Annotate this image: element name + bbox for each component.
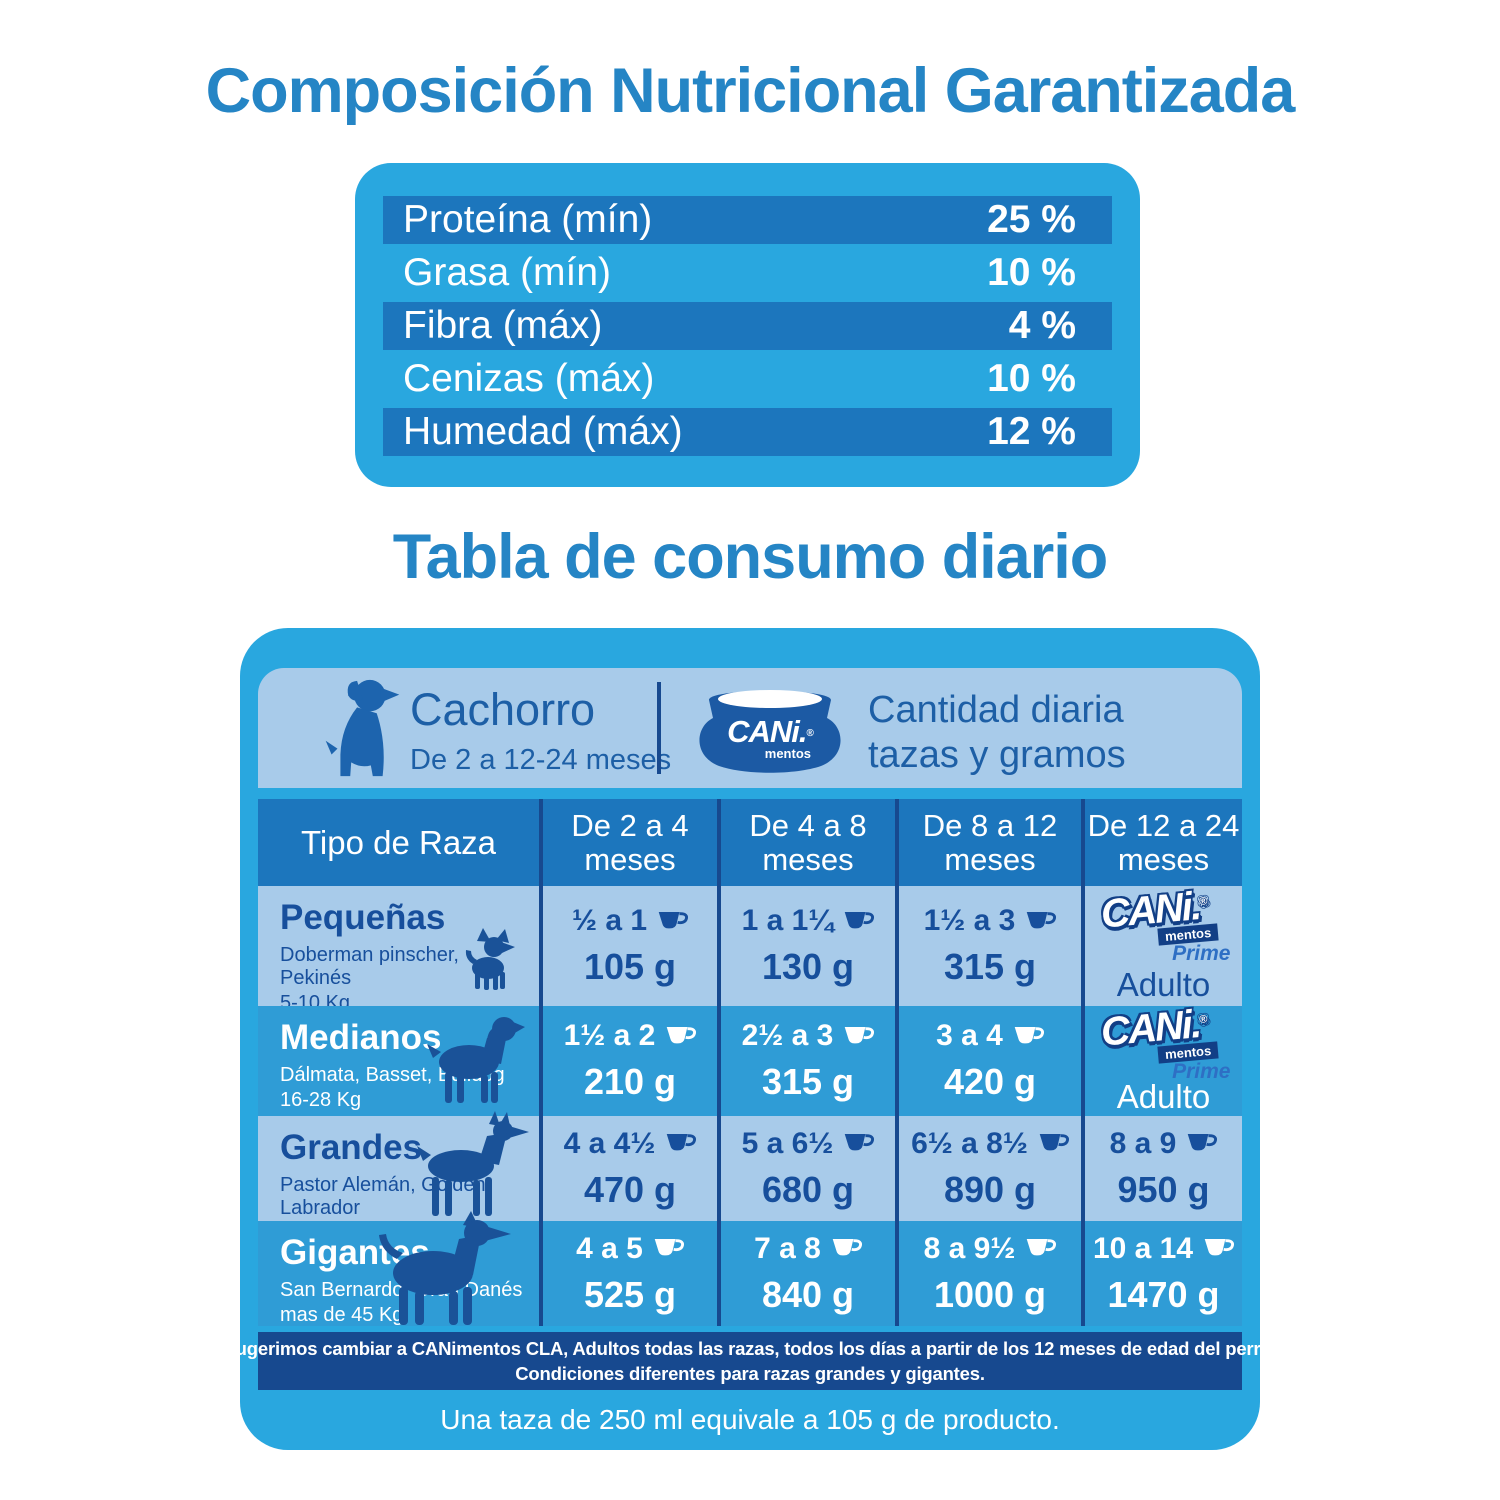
stage-block: Cachorro De 2 a 12-24 meses	[410, 684, 671, 777]
quantity-line2: tazas y gramos	[868, 734, 1126, 776]
nutrition-row: Fibra (máx) 4 %	[383, 302, 1112, 350]
puppy-icon	[325, 679, 400, 777]
table-header-strip: Cachorro De 2 a 12-24 meses CANi.® mento…	[258, 668, 1242, 788]
nutrition-row: Cenizas (máx) 10 %	[383, 355, 1112, 403]
serving-cell: 7 a 8 840 g	[721, 1221, 895, 1326]
nutrient-label: Grasa (mín)	[403, 251, 612, 294]
quantity-line1: Cantidad diaria	[868, 689, 1124, 731]
breed-cell-pequenas: Pequeñas Doberman pinscher, Pekinés 5-10…	[258, 886, 539, 1014]
nutrient-label: Humedad (máx)	[403, 410, 683, 453]
serving-cell: 2½ a 3 315 g	[721, 1006, 895, 1116]
consumption-title: Tabla de consumo diario	[392, 522, 1108, 592]
dog-giant-icon	[379, 1211, 511, 1325]
dog-small-icon	[465, 928, 515, 990]
adulto-cell: CANi.® mentos Prime Adulto	[1085, 1002, 1242, 1116]
stage-age: De 2 a 12-24 meses	[410, 744, 672, 776]
adulto-label: Adulto	[1116, 1078, 1211, 1115]
cup-icon	[667, 1026, 697, 1043]
quantity-caption: Cantidad diaria tazas y gramos	[868, 688, 1126, 778]
serving-cell: 4 a 5 525 g	[543, 1221, 717, 1326]
consumption-table-card: Cachorro De 2 a 12-24 meses CANi.® mento…	[224, 628, 1277, 1450]
cup-icon	[845, 1026, 875, 1043]
cup-icon	[1027, 911, 1057, 928]
cup-icon	[1204, 1239, 1235, 1256]
cup-icon	[1039, 1134, 1069, 1151]
cup-icon	[832, 1239, 862, 1256]
breed-cell-grandes: Grandes Pastor Alemán, Golden, Labrador …	[258, 1111, 539, 1244]
serving-cell: 3 a 4 420 g	[899, 1006, 1081, 1116]
cup-equivalence-note: Una taza de 250 ml equivale a 105 g de p…	[440, 1404, 1060, 1435]
stage-name: Cachorro	[410, 684, 596, 735]
nutrient-label: Proteína (mín)	[403, 198, 653, 241]
serving-cell: 6½ a 8½ 890 g	[899, 1116, 1081, 1221]
cup-icon	[845, 1134, 875, 1151]
column-header-raza: Tipo de Raza	[258, 799, 539, 886]
serving-cell: 1½ a 2 210 g	[543, 1006, 717, 1116]
nutrient-value: 25 %	[987, 198, 1076, 241]
cup-icon	[1014, 1026, 1044, 1043]
adulto-cell: CANi.® mentos Prime Adulto	[1085, 884, 1242, 1006]
dog-large-icon	[417, 1111, 529, 1216]
cup-icon	[667, 1134, 697, 1151]
dog-medium-icon	[427, 1017, 525, 1103]
breed-cell-medianos: Medianos Dálmata, Basset, Bulldog 16-28 …	[258, 1006, 539, 1116]
cup-icon	[658, 911, 689, 928]
column-header: De 2 a 4 meses	[543, 799, 717, 886]
nutrient-value: 12 %	[987, 410, 1076, 453]
nutrition-row: Humedad (máx) 12 %	[383, 408, 1112, 456]
nutrient-value: 4 %	[1008, 304, 1076, 347]
nutrition-row: Grasa (mín) 10 %	[383, 249, 1112, 297]
nutrient-label: Fibra (máx)	[403, 304, 603, 347]
column-header: De 8 a 12 meses	[899, 799, 1081, 886]
column-header: De 12 a 24 meses	[1085, 799, 1242, 886]
nutrition-title: Composición Nutricional Garantizada	[205, 56, 1296, 126]
consumption-grid: Tipo de Raza De 2 a 4 meses De 4 a 8 mes…	[258, 799, 1242, 1326]
serving-cell: 8 a 9 950 g	[1085, 1116, 1242, 1221]
bowl-brand-text: CANi.®	[727, 714, 814, 749]
change-note-line1: Sugerimos cambiar a CANimentos CLA, Adul…	[223, 1338, 1277, 1359]
adulto-label: Adulto	[1116, 966, 1211, 1003]
nutrient-label: Cenizas (máx)	[403, 357, 655, 400]
cup-icon	[845, 911, 875, 928]
header-divider	[657, 682, 661, 774]
serving-cell: 4 a 4½ 470 g	[543, 1116, 717, 1221]
canimentos-prime-logo: CANi.® mentos Prime	[1098, 1002, 1231, 1083]
serving-cell: 10 a 14 1470 g	[1085, 1221, 1242, 1326]
bowl-logo: CANi.® mentos	[695, 682, 845, 776]
serving-cell: ½ a 1 105 g	[543, 886, 717, 1006]
bowl-brand-sub: mentos	[764, 746, 811, 761]
nutrient-value: 10 %	[987, 357, 1076, 400]
cup-icon	[654, 1239, 684, 1256]
serving-cell: 8 a 9½ 1000 g	[899, 1221, 1081, 1326]
bowl-icon	[699, 690, 841, 773]
change-note-line2: Condiciones diferentes para razas grande…	[515, 1363, 985, 1384]
change-note-bar: Sugerimos cambiar a CANimentos CLA, Adul…	[224, 1332, 1277, 1390]
nutrition-panel: Proteína (mín) 25 % Grasa (mín) 10 % Fib…	[355, 163, 1140, 487]
nutrition-row: Proteína (mín) 25 %	[383, 196, 1112, 244]
column-header: De 4 a 8 meses	[721, 799, 895, 886]
serving-cell: 5 a 6½ 680 g	[721, 1116, 895, 1221]
serving-cell: 1½ a 3 315 g	[899, 886, 1081, 1006]
canimentos-prime-logo: CANi.® mentos Prime	[1098, 884, 1231, 965]
cup-icon	[1188, 1134, 1218, 1151]
cup-icon	[1027, 1239, 1057, 1256]
serving-cell: 1 a 1¼ 130 g	[721, 886, 895, 1006]
nutrient-value: 10 %	[987, 251, 1076, 294]
breed-cell-gigantes: Gigantes San Bernardo, Gran Danés mas de…	[258, 1211, 539, 1326]
